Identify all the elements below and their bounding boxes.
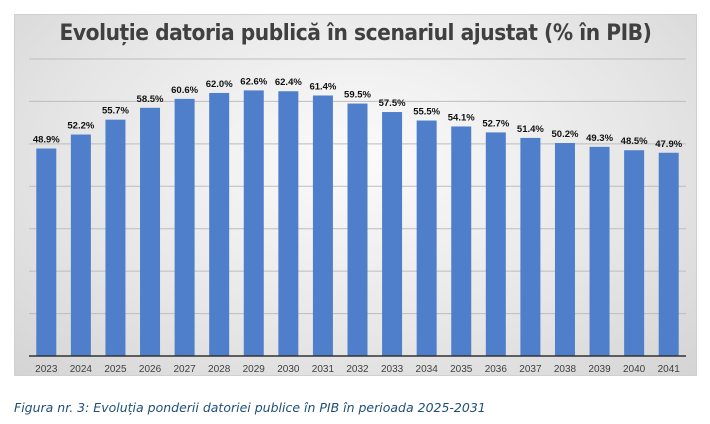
x-tick-label: 2039	[588, 364, 611, 375]
x-tick-label: 2041	[658, 364, 681, 375]
bar	[624, 150, 645, 356]
x-tick-label: 2027	[173, 364, 196, 375]
bar	[140, 107, 161, 357]
x-tick-label: 2037	[519, 364, 542, 375]
data-label: 62.6%	[240, 76, 267, 87]
data-label: 62.0%	[206, 79, 233, 90]
data-label: 61.4%	[309, 81, 336, 92]
x-tick-label: 2038	[554, 364, 577, 375]
x-tick-label: 2033	[381, 364, 404, 375]
bar	[554, 143, 575, 356]
data-label: 47.9%	[655, 139, 682, 150]
bar	[70, 134, 91, 356]
bar	[485, 132, 506, 356]
x-tick-label: 2035	[450, 364, 473, 375]
x-tick-label: 2032	[346, 364, 369, 375]
data-label: 52.2%	[67, 121, 94, 132]
data-label: 50.2%	[552, 129, 579, 140]
bar	[658, 152, 679, 356]
bar	[451, 126, 472, 356]
x-tick-label: 2028	[208, 364, 231, 375]
x-tick-label: 2040	[623, 364, 646, 375]
bar	[243, 90, 264, 356]
bar	[36, 148, 57, 356]
x-tick-label: 2026	[139, 364, 162, 375]
figure-caption: Figura nr. 3: Evoluția ponderii datoriei…	[14, 400, 486, 415]
bar	[520, 137, 541, 356]
data-label: 62.4%	[275, 77, 302, 88]
x-tick-label: 2031	[312, 364, 335, 375]
data-label: 51.4%	[517, 124, 544, 135]
bar	[382, 112, 403, 357]
x-tick-label: 2024	[70, 364, 93, 375]
data-label: 58.5%	[137, 94, 164, 105]
bar	[347, 103, 368, 356]
bar	[105, 119, 126, 357]
bar	[174, 98, 195, 356]
bar	[278, 91, 299, 356]
data-label: 52.7%	[482, 118, 509, 129]
x-tick-label: 2036	[485, 364, 508, 375]
x-tick-label: 2025	[104, 364, 127, 375]
data-label: 48.9%	[33, 135, 60, 146]
data-label: 54.1%	[448, 112, 475, 123]
data-label: 60.6%	[171, 85, 198, 96]
data-label: 55.5%	[413, 107, 440, 118]
bar	[416, 120, 437, 357]
data-label: 59.5%	[344, 90, 371, 101]
data-label: 55.7%	[102, 106, 129, 117]
data-label: 48.5%	[621, 136, 648, 147]
bar	[589, 146, 610, 356]
x-tick-label: 2034	[416, 364, 439, 375]
x-tick-label: 2023	[35, 364, 58, 375]
data-label: 49.3%	[586, 133, 613, 144]
x-tick-label: 2029	[243, 364, 266, 375]
x-tick-label: 2030	[277, 364, 300, 375]
bar	[312, 95, 333, 356]
chart-title: Evoluție datoria publică în scenariul aj…	[59, 21, 652, 46]
data-label: 57.5%	[379, 98, 406, 109]
bar	[209, 92, 230, 356]
